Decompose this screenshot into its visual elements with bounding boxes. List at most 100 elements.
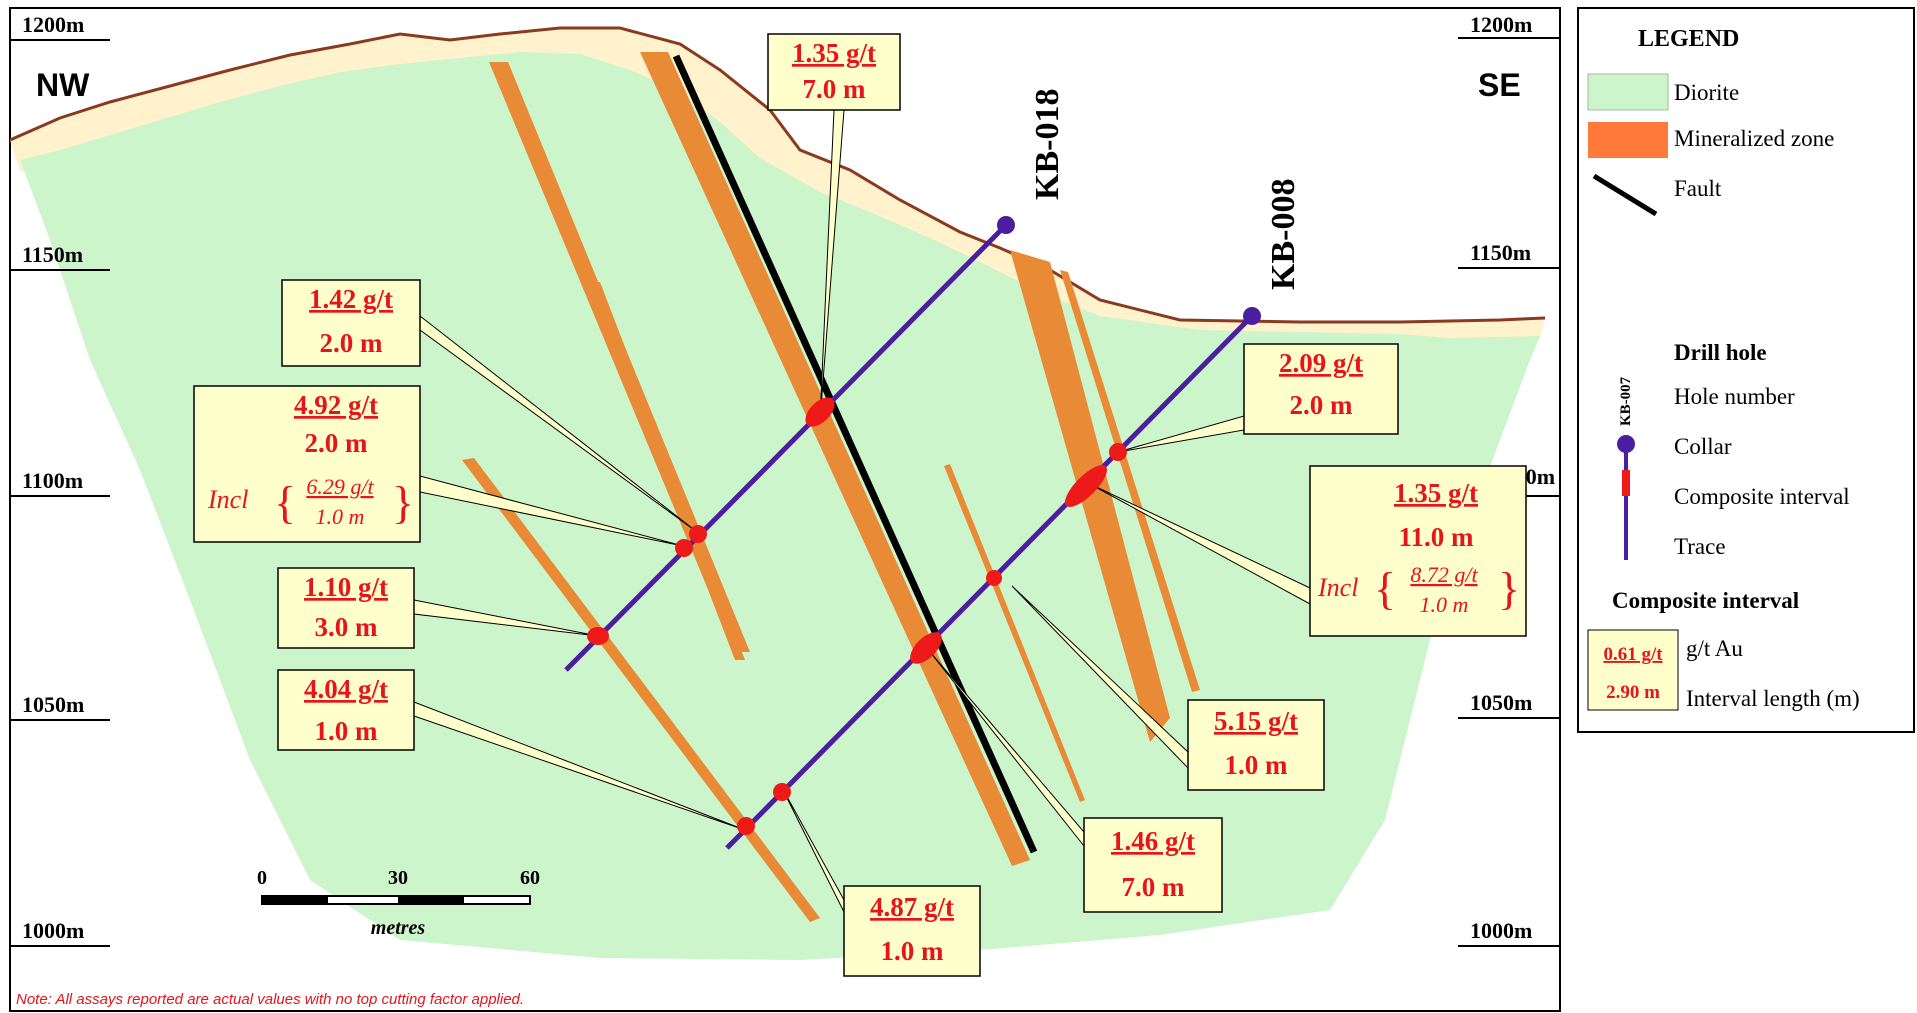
incl-length: 1.0 m <box>316 504 365 529</box>
interval-marker <box>737 817 755 835</box>
brace-open: { <box>274 477 296 528</box>
fault-swatch <box>1592 173 1658 217</box>
interval-marker <box>1064 464 1108 508</box>
elevation-label: 1150m <box>1470 240 1531 265</box>
composite-heading: Composite interval <box>1612 588 1799 613</box>
assay-label: 1.46 g/t 7.0 m <box>1083 817 1223 913</box>
interval-marker <box>1109 443 1127 461</box>
scale-tick-label: 60 <box>520 867 540 889</box>
assay-label: 1.10 g/t 3.0 m <box>277 567 415 649</box>
legend-item: Hole number <box>1674 384 1795 409</box>
assay-length: 7.0 m <box>1122 872 1186 902</box>
mineralized-zone <box>944 464 1085 802</box>
brace-open: { <box>1374 563 1396 614</box>
direction-se: SE <box>1478 67 1521 103</box>
mineralized-zone <box>590 282 745 660</box>
scale-tick-label: 0 <box>257 867 267 889</box>
assay-label: 4.87 g/t 1.0 m <box>843 885 981 977</box>
drill-trace-kb-018 <box>564 223 1008 672</box>
assay-grade: 1.46 g/t <box>1111 826 1195 856</box>
scale-bar: 0 30 60 metres <box>257 867 540 939</box>
assay-length: 1.0 m <box>1225 750 1289 780</box>
assay-grade: 5.15 g/t <box>1214 706 1298 736</box>
elevation-label: 1200m <box>1470 12 1532 37</box>
diorite-swatch <box>1587 73 1669 111</box>
drill-hole-heading: Drill hole <box>1674 340 1767 365</box>
interval-marker <box>986 570 1002 586</box>
assay-grade: 1.10 g/t <box>304 572 388 602</box>
legend-item: Trace <box>1674 534 1726 559</box>
assay-grade: 4.87 g/t <box>870 892 954 922</box>
mineralized-zones <box>462 52 1200 922</box>
assay-label: 1.35 g/t 11.0 m Incl { 8.72 g/t 1.0 m } <box>1309 465 1527 637</box>
elevation-label: 1000m <box>22 918 84 943</box>
incl-grade: 6.29 g/t <box>306 474 374 499</box>
interval-marker <box>773 783 791 801</box>
legend-item: Diorite <box>1674 80 1739 105</box>
brace-close: } <box>392 477 414 528</box>
scale-unit-label: metres <box>371 917 426 939</box>
mineralized-swatch <box>1588 122 1668 158</box>
legend-hole-example: KB-007 <box>1618 376 1634 426</box>
direction-nw: NW <box>36 67 90 103</box>
leader-lines <box>413 109 1311 913</box>
collar-kb-018 <box>997 216 1015 234</box>
elevation-label: 1050m <box>22 692 84 717</box>
assay-grade: 1.42 g/t <box>309 284 393 314</box>
mineralized-zone <box>1060 270 1200 692</box>
ground-surface <box>9 26 1546 324</box>
elevation-label: 1200m <box>22 12 84 37</box>
legend-item: g/t Au <box>1686 636 1743 661</box>
composite-example-length: 2.90 m <box>1606 682 1660 703</box>
assay-grade: 1.35 g/t <box>1394 478 1478 508</box>
incl-label: Incl <box>1317 573 1358 602</box>
collar-kb-008 <box>1243 307 1261 325</box>
mineralized-zone <box>1010 250 1170 742</box>
assay-label: 5.15 g/t 1.0 m <box>1187 699 1325 791</box>
legend-interval <box>1622 470 1630 496</box>
interval-marker <box>805 397 835 427</box>
mineralized-zone <box>640 52 1030 866</box>
legend-item: Mineralized zone <box>1674 126 1834 151</box>
brace-close: } <box>1498 563 1520 614</box>
legend-title: LEGEND <box>1638 26 1739 52</box>
assay-length: 2.0 m <box>305 428 369 458</box>
composite-example-grade: 0.61 g/t <box>1603 644 1663 665</box>
assay-grade: 4.04 g/t <box>304 674 388 704</box>
legend-item: Interval length (m) <box>1686 686 1860 711</box>
legend-item: Collar <box>1674 434 1732 459</box>
assay-length: 3.0 m <box>315 612 379 642</box>
composite-intervals <box>587 397 1127 835</box>
elevation-label: 1100m <box>22 468 83 493</box>
elevation-label: 1050m <box>1470 690 1532 715</box>
incl-grade: 8.72 g/t <box>1410 562 1478 587</box>
assay-length: 7.0 m <box>803 74 867 104</box>
composite-example-box <box>1587 629 1679 711</box>
assay-length: 2.0 m <box>320 328 384 358</box>
elevation-label: 1150m <box>22 242 83 267</box>
scale-tick-label: 30 <box>388 867 408 889</box>
assay-label: 4.04 g/t 1.0 m <box>277 669 415 751</box>
assay-note: Note: All assays reported are actual val… <box>16 991 524 1008</box>
assay-label: 1.42 g/t 2.0 m <box>281 279 421 367</box>
legend-item: Fault <box>1674 176 1722 201</box>
legend: LEGEND Diorite Mineralized zone Fault Dr… <box>1577 7 1915 733</box>
interval-marker <box>587 627 609 645</box>
elevation-axis-left: 1200m 1150m 1100m 1050m 1000m <box>10 12 110 947</box>
assay-grade: 4.92 g/t <box>294 390 378 420</box>
mineralized-zone <box>462 458 820 922</box>
incl-length: 1.0 m <box>1420 592 1469 617</box>
hole-name-kb-008: KB-008 <box>1265 179 1302 290</box>
assay-length: 2.0 m <box>1290 390 1354 420</box>
hole-name-kb-018: KB-018 <box>1029 89 1066 200</box>
interval-marker <box>910 632 942 664</box>
incl-label: Incl <box>207 485 248 514</box>
elevation-label: 1000m <box>1470 918 1532 943</box>
fault-line <box>672 54 1038 854</box>
assay-grade: 2.09 g/t <box>1279 348 1363 378</box>
assay-length: 11.0 m <box>1398 522 1474 552</box>
assay-length: 1.0 m <box>881 936 945 966</box>
legend-collar <box>1617 435 1635 453</box>
assay-label: 4.92 g/t 2.0 m Incl { 6.29 g/t 1.0 m } <box>193 385 421 543</box>
assay-length: 1.0 m <box>315 716 379 746</box>
